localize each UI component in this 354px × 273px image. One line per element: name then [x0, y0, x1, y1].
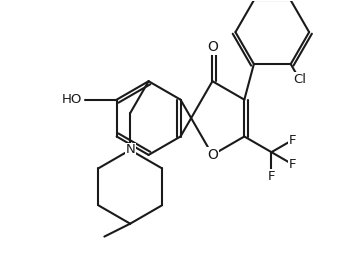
- Text: F: F: [268, 170, 275, 183]
- Text: F: F: [289, 158, 296, 171]
- Text: F: F: [289, 134, 296, 147]
- Text: N: N: [125, 144, 135, 156]
- Text: HO: HO: [62, 93, 82, 106]
- Text: O: O: [207, 148, 218, 162]
- Text: O: O: [207, 40, 218, 54]
- Text: Cl: Cl: [293, 73, 306, 86]
